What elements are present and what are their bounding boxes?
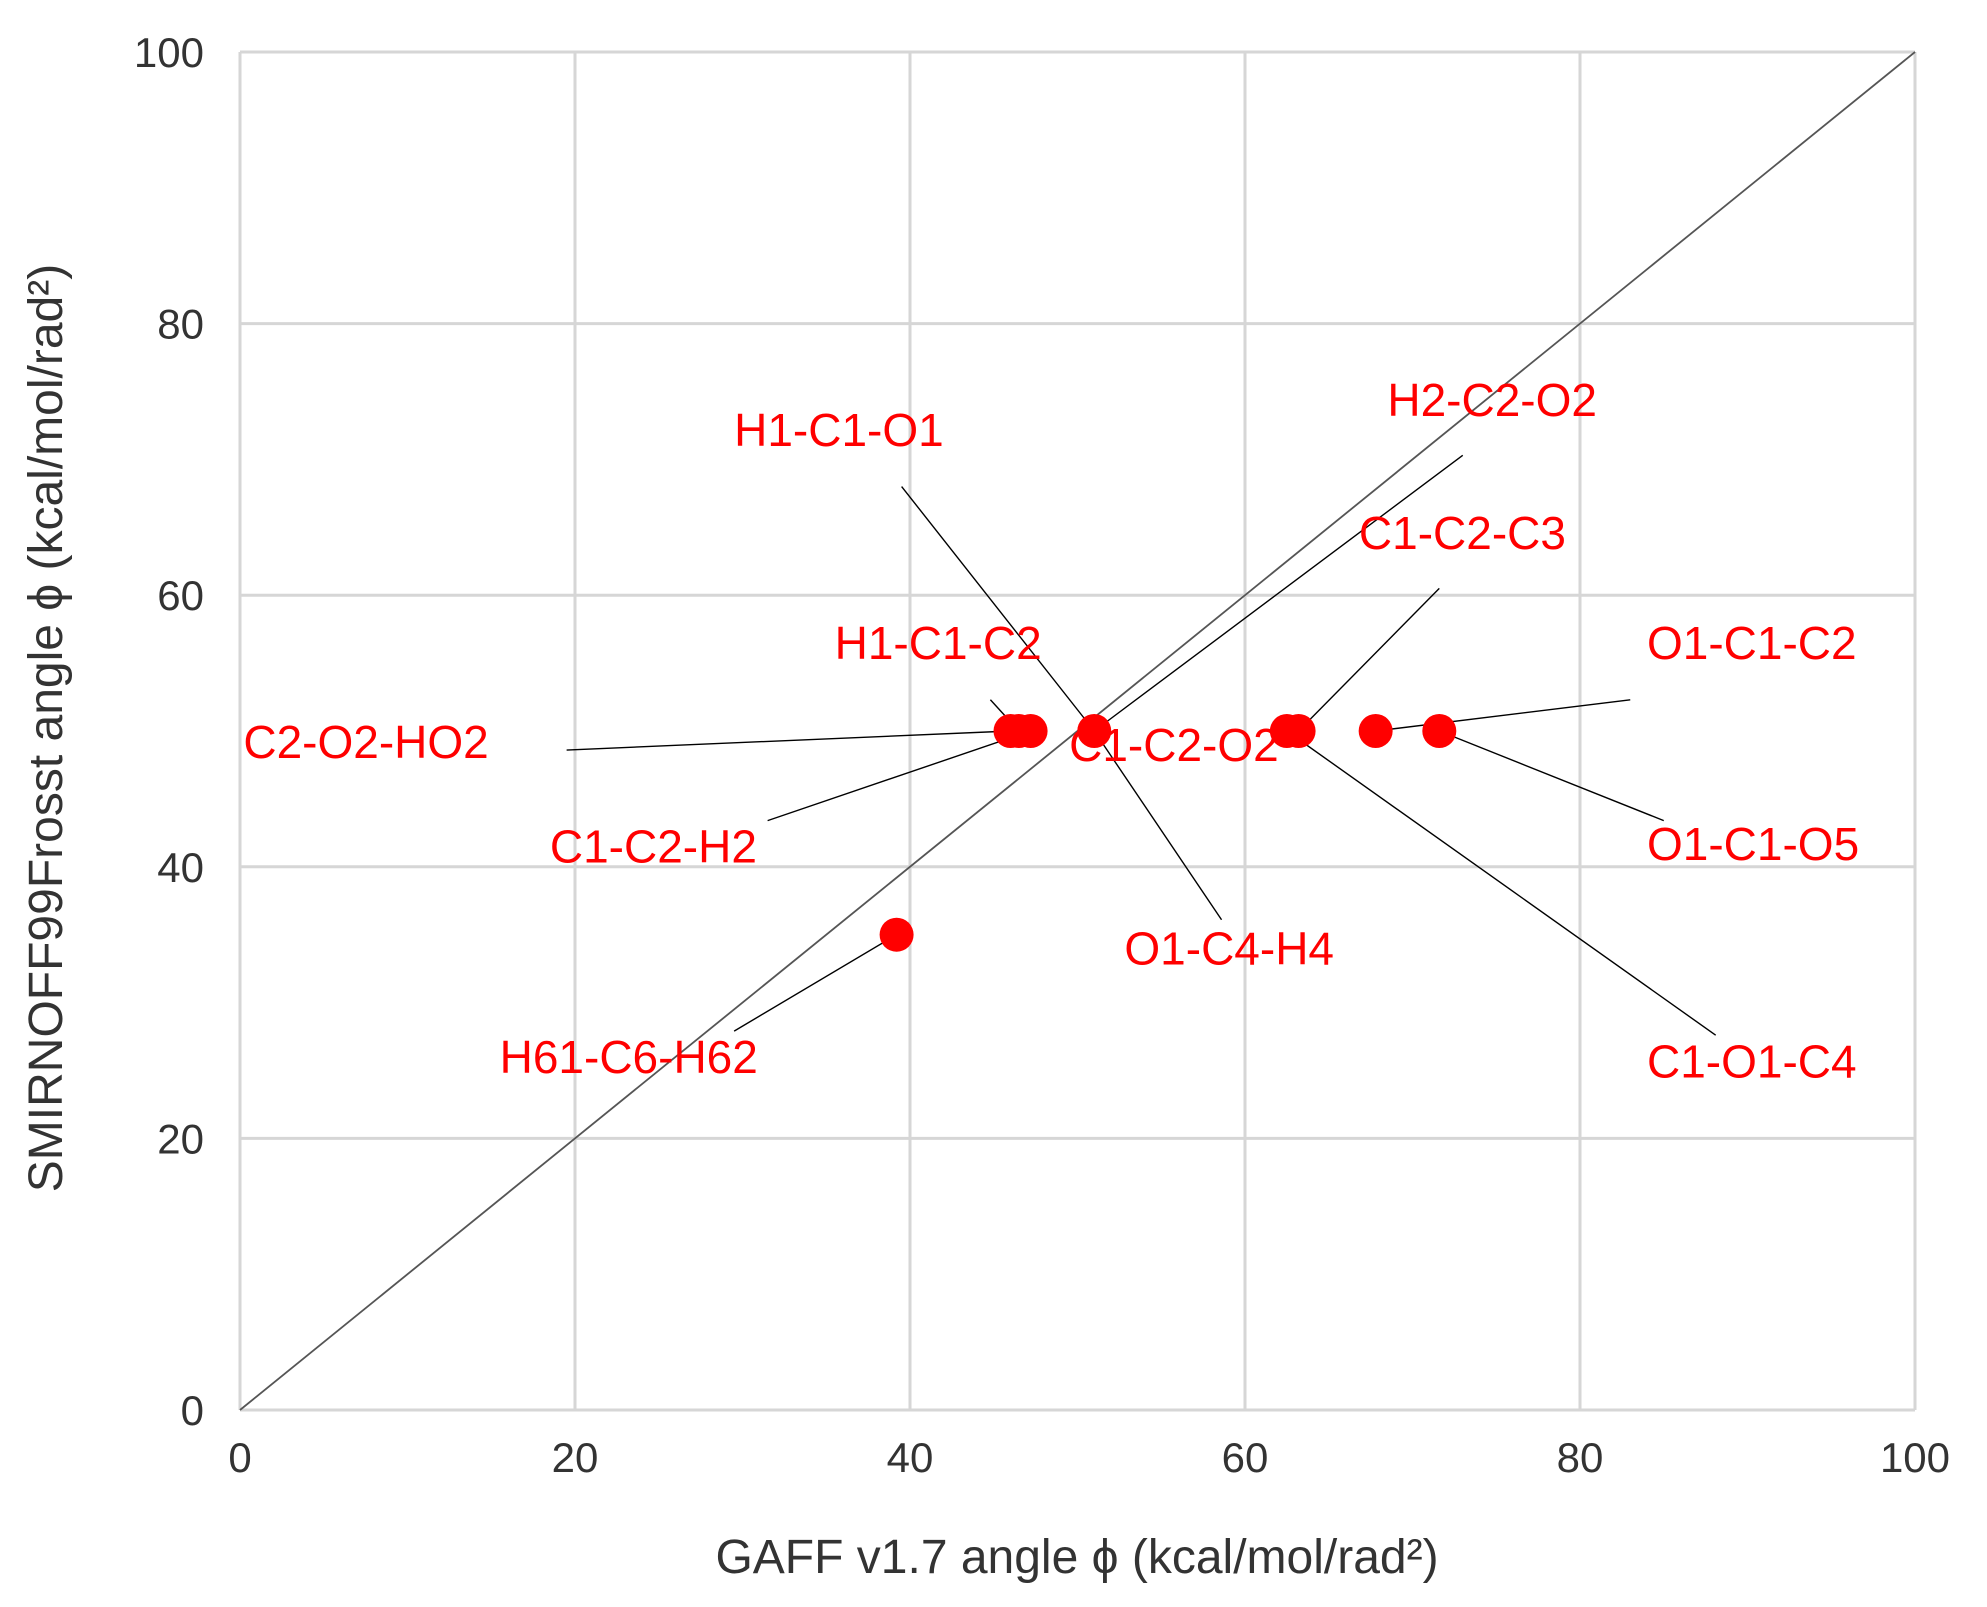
annotation-label: H1-C1-C2 xyxy=(835,617,1042,669)
annotation-label: O1-C1-C2 xyxy=(1647,617,1857,669)
data-point xyxy=(879,917,914,952)
annotation-leader-line xyxy=(566,730,1011,751)
y-tick-label: 100 xyxy=(134,29,204,76)
tick-labels: 0 20 40 60 80 100 0 20 40 60 80 100 xyxy=(134,29,1950,1481)
annotation-leader-line xyxy=(1093,454,1464,732)
annotation-label: O1-C4-H4 xyxy=(1124,923,1334,975)
x-tick-label: 0 xyxy=(228,1434,251,1481)
y-tick-label: 80 xyxy=(157,301,204,348)
y-tick-label: 40 xyxy=(157,844,204,891)
annotation-label: H2-C2-O2 xyxy=(1387,374,1597,426)
annotation-leader-line xyxy=(1286,730,1717,1036)
data-point xyxy=(1422,714,1457,748)
data-points xyxy=(879,714,1457,952)
x-axis-label: GAFF v1.7 angle ϕ (kcal/mol/rad²) xyxy=(715,1531,1438,1584)
annotation-label: O1-C1-O5 xyxy=(1647,818,1859,870)
annotation-leader-line xyxy=(901,486,1095,732)
annotation-leader-line xyxy=(767,730,1031,822)
x-tick-label: 60 xyxy=(1222,1434,1269,1481)
x-tick-label: 80 xyxy=(1557,1434,1604,1481)
y-axis-label: SMIRNOFF99Frosst angle ϕ (kcal/mol/rad²) xyxy=(20,264,73,1192)
annotation-leader-line xyxy=(1375,699,1631,732)
annotation-label: C2-O2-HO2 xyxy=(243,716,488,768)
grid xyxy=(238,50,1917,1412)
annotation-label: C1-C2-O2 xyxy=(1069,719,1279,771)
annotation-leader-line xyxy=(1298,587,1440,732)
annotation-label: H61-C6-H62 xyxy=(500,1031,758,1083)
x-tick-label: 100 xyxy=(1880,1434,1950,1481)
y-tick-label: 60 xyxy=(157,572,204,619)
annotation-label: H1-C1-O1 xyxy=(734,404,944,456)
annotation-labels: H1-C1-O1 H2-C2-O2 C1-C2-C3 H1-C1-C2 O1-C1-C2… xyxy=(243,374,1859,1087)
annotation-label: C1-C2-H2 xyxy=(550,821,757,873)
y-tick-label: 20 xyxy=(157,1115,204,1162)
annotation-leader-line xyxy=(733,934,897,1032)
annotation-leader-line xyxy=(1439,730,1665,822)
annotation-leader-line xyxy=(1093,730,1223,921)
data-point xyxy=(1358,714,1393,748)
annotation-leaders xyxy=(566,454,1717,1036)
y-tick-label: 0 xyxy=(181,1387,204,1434)
x-tick-label: 40 xyxy=(887,1434,934,1481)
data-point xyxy=(1077,714,1112,748)
annotation-label: C1-C2-C3 xyxy=(1359,507,1566,559)
data-point xyxy=(1281,714,1316,748)
x-tick-label: 20 xyxy=(552,1434,599,1481)
data-point xyxy=(1013,714,1048,748)
annotation-label: C1-O1-C4 xyxy=(1647,1035,1857,1087)
